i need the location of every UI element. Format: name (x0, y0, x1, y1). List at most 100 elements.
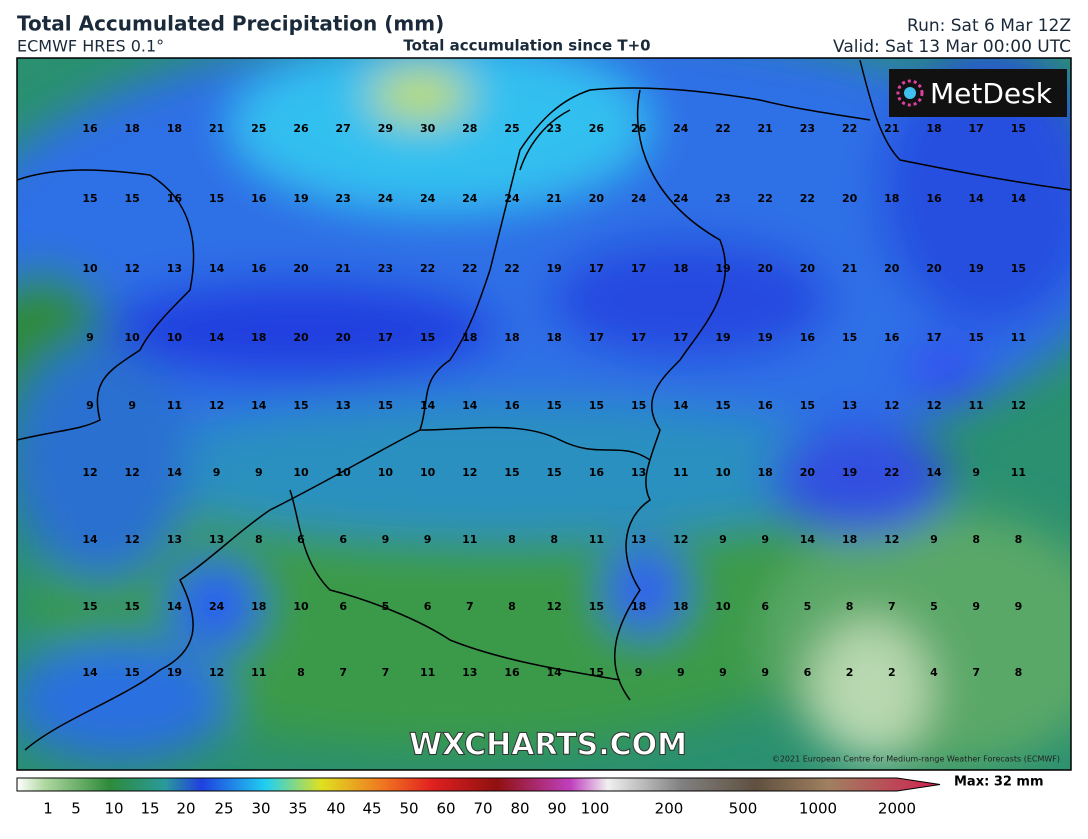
grid-value: 16 (251, 192, 267, 205)
grid-value: 9 (86, 399, 94, 412)
title: Total Accumulated Precipitation (mm) (17, 12, 444, 36)
grid-value: 6 (339, 533, 347, 546)
grid-value: 7 (972, 666, 980, 679)
colorbar-label: 80 (510, 800, 529, 818)
grid-value: 9 (972, 600, 980, 613)
grid-value: 8 (1015, 666, 1023, 679)
grid-value: 17 (926, 331, 941, 344)
grid-value: 12 (547, 600, 562, 613)
grid-value: 10 (715, 600, 731, 613)
grid-value: 16 (251, 262, 267, 275)
grid-value: 20 (293, 262, 309, 275)
grid-value: 7 (888, 600, 896, 613)
logo-box (889, 69, 1067, 117)
grid-value: 14 (167, 600, 183, 613)
grid-value: 19 (758, 331, 773, 344)
colorbar-label: 200 (655, 800, 684, 818)
grid-value: 22 (504, 262, 519, 275)
grid-value: 15 (82, 600, 97, 613)
colorbar-label: 50 (399, 800, 418, 818)
map-frame (16, 57, 1072, 771)
grid-value: 9 (719, 666, 727, 679)
grid-value: 13 (842, 399, 857, 412)
grid-value: 9 (1015, 600, 1023, 613)
grid-value: 16 (589, 466, 605, 479)
grid-value: 24 (631, 192, 647, 205)
grid-value: 24 (504, 192, 520, 205)
grid-value: 15 (1011, 262, 1026, 275)
grid-value: 10 (293, 466, 309, 479)
grid-value: 15 (82, 192, 97, 205)
grid-value: 12 (82, 466, 97, 479)
grid-value: 15 (504, 466, 519, 479)
grid-value: 7 (466, 600, 474, 613)
grid-value: 17 (673, 331, 688, 344)
copyright: ©2021 European Centre for Medium-range W… (772, 755, 1060, 764)
grid-value: 26 (631, 122, 647, 135)
grid-value: 30 (420, 122, 436, 135)
grid-value: 17 (378, 331, 393, 344)
grid-value: 21 (209, 122, 224, 135)
grid-value: 18 (462, 331, 477, 344)
grid-value: 19 (293, 192, 308, 205)
grid-value: 18 (673, 262, 688, 275)
grid-value: 6 (804, 666, 812, 679)
grid-value: 9 (677, 666, 685, 679)
grid-value: 17 (969, 122, 984, 135)
grid-value: 9 (382, 533, 390, 546)
grid-value: 21 (884, 122, 899, 135)
grid-value: 13 (462, 666, 477, 679)
grid-value: 18 (167, 122, 182, 135)
colorbar-label: 45 (362, 800, 381, 818)
grid-value: 20 (884, 262, 900, 275)
grid-value: 18 (251, 331, 266, 344)
grid-value: 26 (589, 122, 605, 135)
grid-value: 22 (715, 122, 730, 135)
grid-value: 14 (800, 533, 816, 546)
grid-value: 13 (631, 466, 646, 479)
map: MetDesk WXCHARTS.COM ©2021 European Cent… (17, 58, 1071, 770)
grid-value: 10 (125, 331, 141, 344)
colorbar-label: 1 (43, 800, 53, 818)
grid-value: 11 (167, 399, 182, 412)
colorbar-label: 20 (176, 800, 195, 818)
grid-value: 15 (547, 466, 562, 479)
value-grid: 16 18 18 21 25 26 27 29 30 28 25 23 26 26 24 22 21 23 22 21… (82, 122, 1026, 679)
grid-value: 10 (82, 262, 98, 275)
grid-value: 8 (972, 533, 980, 546)
grid-value: 14 (926, 466, 942, 479)
grid-value: 8 (1015, 533, 1023, 546)
grid-value: 12 (209, 666, 224, 679)
grid-value: 18 (926, 122, 941, 135)
grid-value: 15 (589, 666, 604, 679)
colorbar-label: 25 (214, 800, 233, 818)
grid-value: 23 (715, 192, 730, 205)
grid-value: 12 (926, 399, 941, 412)
grid-value: 11 (462, 533, 477, 546)
grid-value: 16 (926, 192, 942, 205)
grid-value: 14 (209, 331, 225, 344)
grid-value: 16 (504, 666, 520, 679)
grid-value: 11 (589, 533, 604, 546)
grid-value: 9 (972, 466, 980, 479)
grid-value: 14 (209, 262, 225, 275)
grid-value: 23 (378, 262, 393, 275)
colorbar-labels: 1 5 10 15 20 25 30 35 40 45 50 60 70 80 90 100 200 500 100… (43, 800, 916, 818)
colorbar-label: 10 (104, 800, 123, 818)
grid-value: 25 (251, 122, 266, 135)
grid-value: 22 (842, 122, 857, 135)
grid-value: 26 (293, 122, 309, 135)
grid-value: 16 (884, 331, 900, 344)
grid-value: 20 (842, 192, 858, 205)
grid-value: 20 (293, 331, 309, 344)
grid-value: 13 (167, 262, 182, 275)
grid-value: 4 (930, 666, 938, 679)
grid-value: 12 (125, 262, 140, 275)
grid-value: 14 (462, 399, 478, 412)
grid-value: 5 (930, 600, 938, 613)
grid-value: 15 (800, 399, 815, 412)
colorbar-label: 2000 (878, 800, 916, 818)
grid-value: 20 (589, 192, 605, 205)
grid-value: 10 (293, 600, 309, 613)
grid-value: 5 (382, 600, 390, 613)
